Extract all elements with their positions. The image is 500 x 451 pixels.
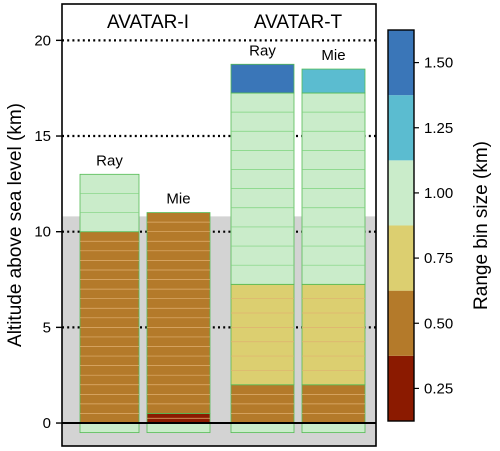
- y-tick-label: 20: [34, 32, 51, 49]
- bin-segment: [301, 68, 366, 94]
- group-title: AVATAR-I: [107, 12, 189, 33]
- colorbar-tick-label: 1.00: [424, 185, 453, 202]
- colorbar-band: [388, 290, 414, 356]
- plot-area: Ray Mie Ray Mie AVATAR-I AVATAR-T: [62, 12, 376, 446]
- colorbar-band: [388, 355, 414, 421]
- column-label: Ray: [96, 152, 123, 169]
- colorbar-band: [388, 225, 414, 291]
- colorbar-band: [388, 95, 414, 161]
- colorbar: 0.25 0.50 0.75 1.00 1.25 1.50 Range bin size (…: [387, 29, 492, 422]
- bin-segment: [230, 63, 295, 94]
- column-label: Ray: [249, 42, 276, 59]
- column-label: Mie: [321, 47, 345, 64]
- colorbar-frame: [387, 29, 415, 422]
- y-tick-label: 15: [34, 128, 51, 145]
- bin-segment: [79, 173, 140, 233]
- colorbar-band: [388, 30, 414, 96]
- column-label: Mie: [166, 191, 190, 208]
- colorbar-tick-label: 0.25: [424, 380, 453, 397]
- colorbar-tick-label: 1.25: [424, 120, 453, 137]
- bin-segment: [301, 283, 366, 386]
- colorbar-tick-label: 0.75: [424, 250, 453, 267]
- colorbar-tick-label: 1.50: [424, 55, 453, 72]
- y-tick-label: 10: [34, 224, 51, 241]
- bin-segment: [146, 212, 211, 414]
- bin-segment: [146, 422, 211, 434]
- plot-frame: [61, 3, 377, 447]
- y-axis-title: Altitude above sea level (km): [5, 103, 26, 347]
- colorbar-title: Range bin size (km): [471, 141, 492, 310]
- bin-segment: [230, 283, 295, 386]
- y-tick-label: 0: [43, 415, 51, 432]
- bin-segment: [301, 422, 366, 434]
- y-axis: 0 5 10 15 20 Altitude above sea level (km): [5, 3, 377, 447]
- group-title: AVATAR-T: [254, 12, 343, 33]
- bin-segment: [230, 422, 295, 434]
- bin-segment: [79, 422, 140, 434]
- colorbar-band: [388, 160, 414, 226]
- y-tick-label: 5: [43, 319, 51, 336]
- colorbar-tick-label: 0.50: [424, 315, 453, 332]
